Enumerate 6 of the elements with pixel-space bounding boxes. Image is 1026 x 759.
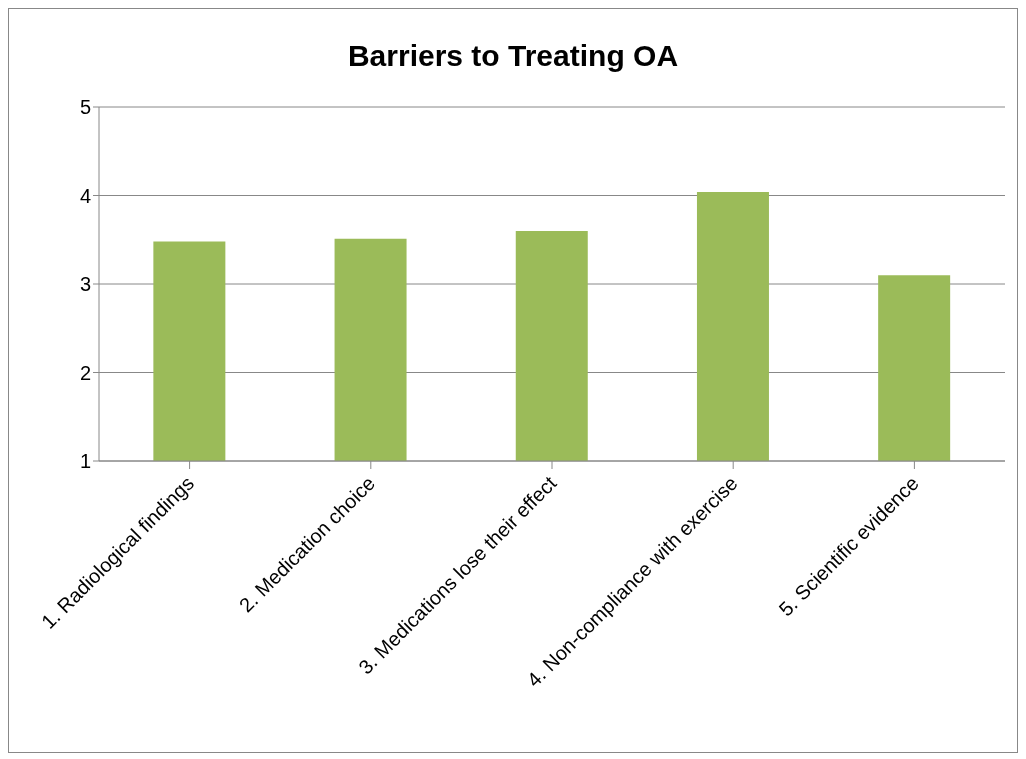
y-tick-label: 1 bbox=[79, 450, 91, 473]
y-tick-label: 4 bbox=[79, 184, 91, 207]
y-tick-label: 3 bbox=[79, 273, 91, 296]
y-tick-label: 5 bbox=[79, 96, 91, 119]
y-tick-label: 2 bbox=[79, 361, 91, 384]
chart-title: Barriers to Treating OA bbox=[346, 38, 680, 74]
